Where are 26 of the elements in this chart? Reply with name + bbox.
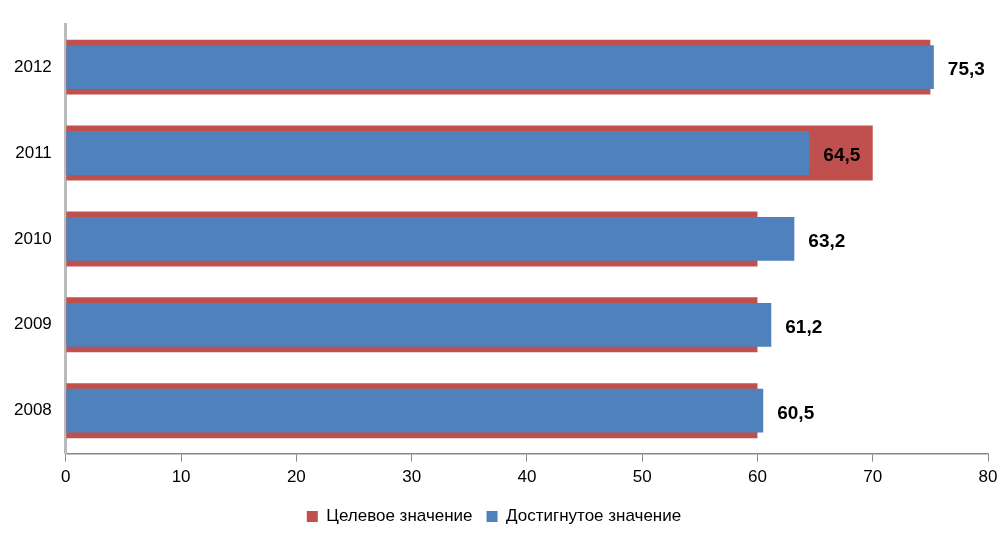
- bar: [66, 217, 795, 261]
- data-label: 61,2: [785, 316, 823, 338]
- x-tick-label: 0: [61, 467, 71, 487]
- y-tick-label: 2009: [13, 314, 52, 334]
- y-tick-label: 2011: [15, 142, 52, 162]
- bar: [66, 302, 772, 347]
- x-tick-label: 20: [286, 467, 306, 487]
- x-tick-label: 30: [402, 467, 422, 487]
- x-tick-label: 70: [863, 467, 883, 487]
- legend-label: Достигнутое значение: [506, 506, 682, 526]
- data-label: 63,2: [808, 230, 846, 252]
- x-tick-label: 40: [517, 467, 537, 487]
- data-label: 75,3: [947, 58, 985, 80]
- data-label: 64,5: [823, 144, 861, 166]
- bar: [66, 131, 810, 175]
- bar: [66, 388, 764, 433]
- x-tick-label: 10: [171, 467, 191, 487]
- x-tick-label: 50: [632, 467, 652, 487]
- bar: [66, 45, 934, 90]
- x-tick-label: 80: [978, 467, 998, 487]
- y-tick-label: 2010: [13, 228, 52, 248]
- y-tick-label: 2008: [13, 400, 52, 420]
- y-tick-label: 2012: [13, 56, 52, 76]
- x-tick-label: 60: [747, 467, 767, 487]
- legend-label: Целевое значение: [326, 506, 473, 526]
- data-label: 60,5: [777, 401, 815, 423]
